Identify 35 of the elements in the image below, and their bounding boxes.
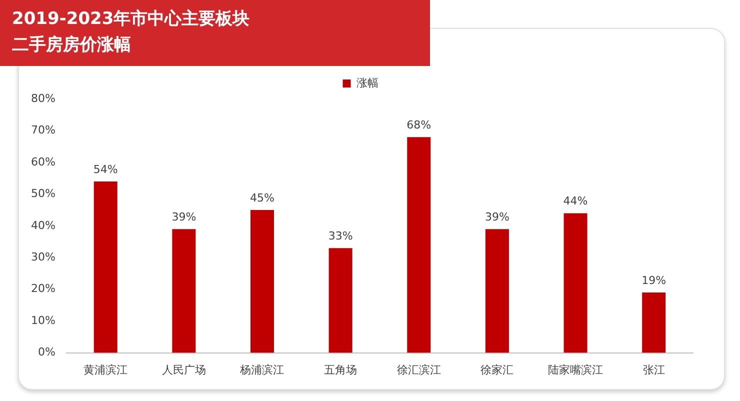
data-label: 45% — [250, 191, 274, 204]
x-tick-label: 人民广场 — [162, 363, 206, 376]
x-tick-label: 五角场 — [324, 363, 358, 376]
x-tick-label: 徐汇滨江 — [396, 363, 441, 376]
bar — [407, 137, 431, 353]
x-tick-label: 陆家嘴滨江 — [548, 363, 604, 376]
y-tick-label: 70% — [30, 124, 56, 137]
x-tick-label: 张江 — [642, 363, 665, 376]
y-tick-label: 0% — [38, 346, 56, 359]
x-tick-label: 杨浦滨江 — [239, 363, 284, 376]
bar — [485, 229, 509, 353]
y-tick-label: 10% — [30, 314, 56, 327]
y-tick-label: 20% — [30, 282, 56, 296]
legend-label: 涨幅 — [356, 76, 378, 90]
bar — [328, 248, 352, 353]
x-tick-label: 徐家汇 — [480, 363, 514, 376]
data-label: 39% — [484, 210, 510, 224]
data-label: 33% — [328, 229, 353, 242]
bar — [94, 181, 118, 353]
y-tick-label: 60% — [30, 155, 56, 168]
y-tick-label: 40% — [30, 218, 56, 232]
y-tick-label: 50% — [30, 187, 56, 200]
bar — [642, 292, 666, 353]
data-label: 39% — [172, 210, 196, 224]
y-tick-label: 80% — [30, 92, 56, 105]
data-label: 54% — [93, 162, 118, 176]
bar — [172, 229, 196, 353]
data-label: 19% — [642, 274, 666, 287]
data-label: 68% — [406, 118, 432, 132]
y-tick-label: 30% — [30, 250, 56, 264]
x-tick-label: 黄浦滨江 — [84, 363, 128, 376]
bar — [250, 210, 274, 353]
data-label: 44% — [563, 194, 588, 208]
bar — [564, 213, 588, 353]
chart-title: 2019-2023年市中心主要板块二手房房价涨幅 — [12, 8, 251, 57]
